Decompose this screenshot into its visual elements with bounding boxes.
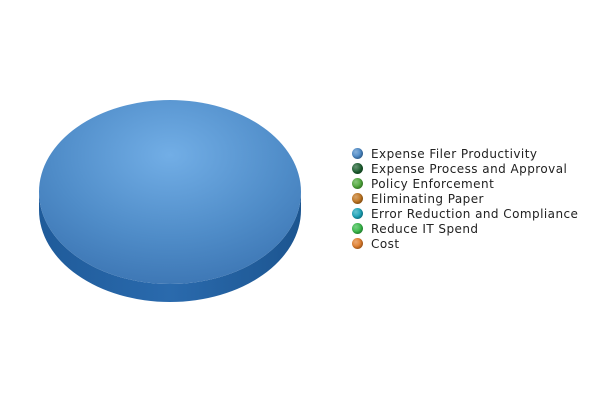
legend-marker-icon [352, 208, 363, 219]
legend-marker-icon [352, 148, 363, 159]
legend-label: Expense Filer Productivity [371, 146, 538, 161]
legend-item: Policy Enforcement [352, 176, 578, 191]
legend-item: Reduce IT Spend [352, 221, 578, 236]
legend-label: Error Reduction and Compliance [371, 206, 579, 221]
legend-label: Expense Process and Approval [371, 161, 568, 176]
legend-item: Cost [352, 236, 578, 251]
pie-slice-expense-filer-productivity [39, 100, 301, 284]
legend-marker-icon [352, 163, 363, 174]
legend-item: Eliminating Paper [352, 191, 578, 206]
legend-marker-icon [352, 223, 363, 234]
legend-marker-icon [352, 193, 363, 204]
pie-slice-side-expense-filer-productivity [39, 192, 301, 302]
legend: Expense Filer Productivity Expense Proces… [352, 146, 578, 251]
legend-item: Error Reduction and Compliance [352, 206, 578, 221]
legend-label: Eliminating Paper [371, 191, 484, 206]
legend-item: Expense Filer Productivity [352, 146, 578, 161]
legend-label: Reduce IT Spend [371, 221, 479, 236]
legend-marker-icon [352, 238, 363, 249]
legend-label: Cost [371, 236, 400, 251]
legend-marker-icon [352, 178, 363, 189]
legend-item: Expense Process and Approval [352, 161, 578, 176]
legend-label: Policy Enforcement [371, 176, 495, 191]
